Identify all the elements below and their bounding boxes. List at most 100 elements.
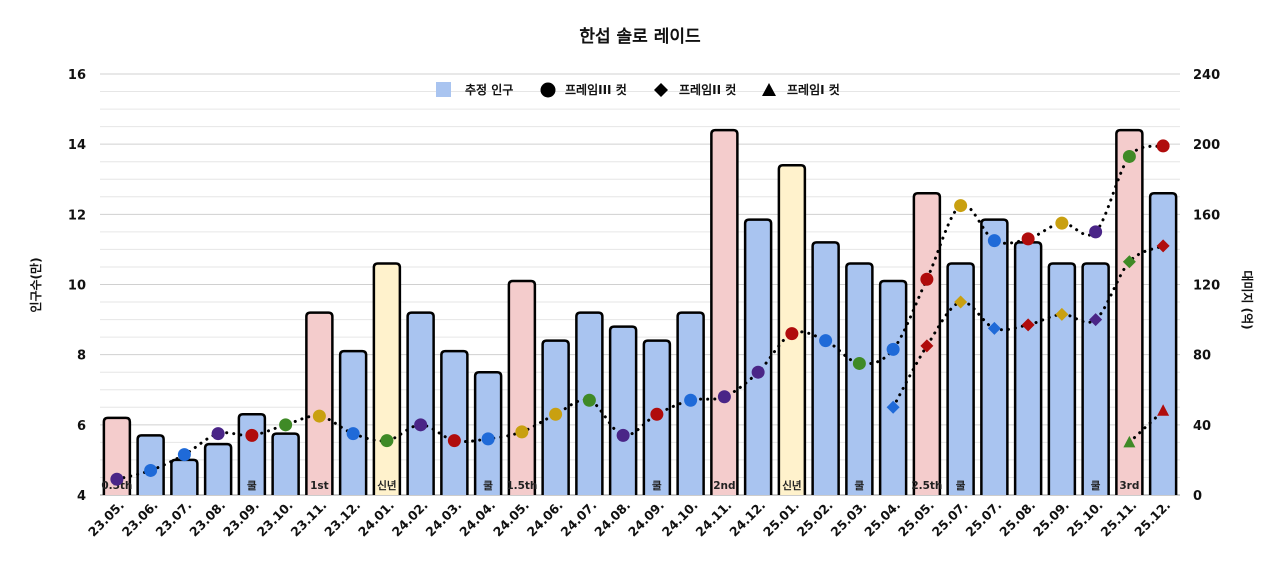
x-tick-label: 23.05. — [85, 498, 127, 540]
circle-point — [515, 425, 529, 439]
circle-point — [954, 199, 968, 213]
circle-point — [481, 432, 495, 446]
circle-point — [616, 428, 630, 442]
x-tick-label: 23.06. — [119, 498, 161, 540]
x-tick-label: 25.03. — [828, 498, 870, 540]
legend-circle-marker — [540, 82, 556, 98]
bar-label: 신년 — [782, 479, 801, 492]
bar — [878, 279, 908, 495]
bar-label: 1.5th — [506, 480, 537, 492]
x-tick-label: 25.12. — [1131, 498, 1173, 540]
x-tick-label: 23.08. — [186, 498, 228, 540]
legend-label-frame1: 프레임I 컷 — [787, 82, 840, 97]
x-tick-label: 23.07. — [153, 498, 195, 540]
bar-label: 0.5th — [101, 480, 132, 492]
x-tick-label: 24.03. — [423, 498, 465, 540]
bar-label: 쿨 — [1091, 480, 1101, 492]
bar — [237, 413, 267, 495]
circle-point — [920, 272, 934, 286]
right-tick-label: 160 — [1193, 208, 1220, 223]
right-tick-label: 120 — [1193, 279, 1220, 294]
circle-point — [582, 393, 596, 407]
x-tick-label: 25.04. — [861, 498, 903, 540]
bars: 0.5th 쿨 1st 신년 쿨 1.5th 쿨 2nd 신년 쿨 2.5th 쿨 쿨 3rd — [101, 128, 1178, 495]
bar — [406, 311, 435, 495]
x-tick-label: 24.11. — [693, 498, 735, 540]
bar-label: 쿨 — [956, 480, 966, 492]
bar — [1047, 262, 1077, 495]
line-series — [110, 139, 1170, 486]
bar-label: 쿨 — [855, 480, 865, 492]
circle-point — [1156, 139, 1170, 153]
circle-point — [1055, 216, 1069, 230]
circle-point — [110, 472, 124, 486]
x-tick-label: 23.10. — [254, 498, 296, 540]
x-tick-label: 25.07. — [963, 498, 1005, 540]
diamond-point — [1055, 307, 1069, 321]
bar — [1081, 262, 1110, 495]
bar-label: 쿨 — [652, 480, 662, 492]
bar — [338, 349, 368, 495]
circle-point — [751, 365, 765, 379]
bar — [102, 416, 132, 495]
x-tick-label: 25.09. — [1030, 498, 1072, 540]
x-tick-label: 24.09. — [625, 498, 667, 540]
circle-point — [852, 356, 866, 370]
right-axis-label: 대미지 (억) — [1240, 270, 1255, 329]
bar — [1013, 241, 1043, 495]
x-tick-label: 24.05. — [490, 498, 532, 540]
bar — [743, 218, 773, 495]
left-tick-label: 12 — [68, 208, 86, 223]
bar — [608, 325, 638, 495]
left-tick-label: 4 — [77, 489, 86, 504]
bar — [980, 218, 1009, 495]
circle-point — [279, 418, 293, 432]
x-tick-label: 25.10. — [1064, 498, 1106, 540]
x-tick-label: 24.06. — [524, 498, 566, 540]
x-tick-label: 24.04. — [456, 498, 498, 540]
x-axis-ticks: 23.05.23.06.23.07.23.08.23.09.23.10.23.1… — [85, 498, 1173, 540]
left-axis-label: 인구수(만) — [28, 257, 43, 312]
circle-point — [177, 448, 191, 462]
diamond-point — [1089, 313, 1103, 327]
right-tick-label: 240 — [1193, 68, 1220, 83]
x-tick-label: 24.07. — [558, 498, 600, 540]
circle-point — [414, 418, 428, 432]
circle-point — [650, 407, 664, 421]
x-tick-label: 25.01. — [760, 498, 802, 540]
right-tick-label: 200 — [1193, 138, 1220, 153]
left-tick-label: 16 — [68, 68, 86, 83]
right-tick-label: 40 — [1193, 419, 1211, 434]
bar — [440, 349, 469, 495]
left-tick-label: 6 — [77, 419, 86, 434]
triangle-point — [1123, 435, 1136, 448]
left-tick-label: 10 — [68, 279, 86, 294]
right-axis-ticks: 0 40 80 120 160 200 240 — [1193, 68, 1220, 504]
circle-point — [987, 234, 1001, 248]
bar-label: 쿨 — [483, 480, 493, 492]
bar — [271, 432, 300, 495]
diamond-point — [886, 400, 900, 414]
diamond-point — [920, 339, 934, 353]
bar-label: 1st — [310, 480, 329, 492]
bar — [170, 458, 199, 495]
x-tick-label: 25.07. — [929, 498, 971, 540]
bar-label: 2.5th — [911, 480, 942, 492]
x-tick-label: 24.10. — [659, 498, 701, 540]
bar-label: 쿨 — [247, 480, 257, 492]
x-tick-label: 23.09. — [220, 498, 262, 540]
bar — [372, 262, 402, 495]
left-tick-label: 14 — [68, 138, 86, 153]
legend-label-frame3: 프레임III 컷 — [565, 82, 627, 97]
x-tick-label: 24.02. — [389, 498, 431, 540]
bar — [1115, 128, 1144, 495]
circle-point — [346, 427, 360, 441]
circle-point — [144, 463, 158, 477]
diamond-point — [987, 321, 1001, 335]
bar-label: 2nd — [713, 480, 735, 492]
x-tick-label: 25.11. — [1098, 498, 1140, 540]
diamond-point — [1122, 255, 1136, 269]
bar-label: 신년 — [377, 479, 396, 492]
x-tick-label: 24.12. — [726, 498, 768, 540]
